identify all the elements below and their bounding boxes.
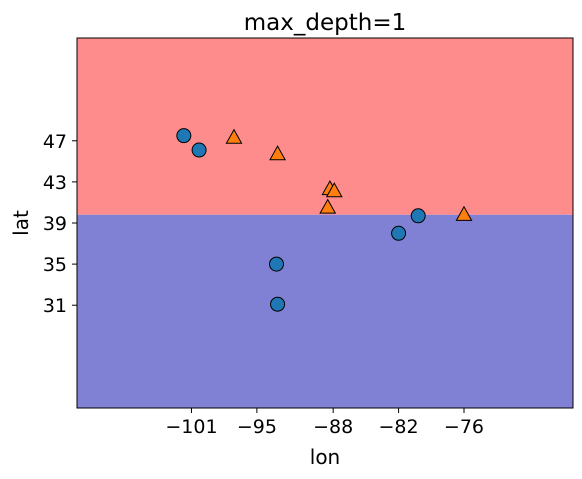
x-axis-label: lon [310,445,340,469]
scatter-point-circle [392,226,406,240]
x-tick-label: −88 [313,416,353,438]
x-tick-label: −82 [379,416,419,438]
scatter-point-circle [177,129,191,143]
region-above-threshold [77,38,573,215]
y-tick-label: 35 [43,254,67,276]
y-tick-label: 47 [43,131,67,153]
x-tick-label: −95 [237,416,277,438]
x-tick-label: −76 [444,416,484,438]
scatter-point-circle [271,297,285,311]
y-axis-label: lat [9,210,33,236]
region-below-threshold [77,215,573,408]
y-tick-label: 43 [43,172,67,194]
y-tick-label: 39 [43,213,67,235]
y-tick-label: 31 [43,295,67,317]
x-tick-label: −101 [165,416,217,438]
scatter-point-circle [411,209,425,223]
chart-title: max_depth=1 [244,10,406,36]
scatter-point-circle [269,257,283,271]
scatter-point-circle [192,143,206,157]
